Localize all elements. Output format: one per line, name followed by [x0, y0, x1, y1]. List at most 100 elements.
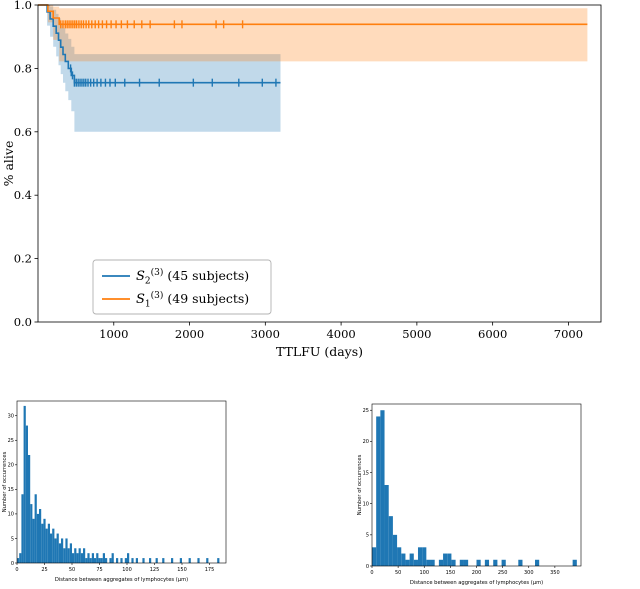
histogram-bar	[401, 553, 406, 566]
histogram-bar	[21, 494, 24, 563]
histogram-bar	[25, 425, 28, 563]
histogram-bar	[19, 553, 22, 563]
histogram-bar	[87, 553, 90, 563]
y-tick-label: 0.6	[14, 125, 32, 139]
y-tick-label: 15	[363, 470, 369, 476]
histogram-bar	[417, 547, 423, 566]
histogram-right: 0 50 100 150 200 250 300 350 0 5 10 15 20 25 Distance …	[355, 398, 587, 589]
histogram-bar	[120, 558, 123, 563]
histogram-bar	[380, 410, 385, 566]
histogram-bar	[30, 504, 33, 563]
histogram-bar	[484, 559, 490, 566]
x-axis-label: Distance between aggregates of lymphocyt…	[410, 580, 543, 586]
histogram-bar	[142, 558, 145, 563]
histogram-bar	[392, 534, 398, 566]
histogram-bar	[94, 558, 97, 563]
x-tick-label: 200	[472, 570, 482, 576]
histogram-bar	[78, 548, 81, 563]
y-tick-label: 0.4	[14, 188, 32, 202]
histogram-bar	[74, 548, 77, 563]
histogram-bar	[61, 538, 64, 563]
x-tick-label: 250	[498, 570, 508, 576]
histogram-bar	[52, 528, 55, 563]
histogram-bar	[131, 558, 134, 563]
hist-svg: 0 50 100 150 200 250 300 350 0 5 10 15 20 25 Distance …	[357, 403, 582, 586]
histogram-bar	[124, 558, 127, 563]
x-tick-label: 6000	[478, 327, 507, 341]
histogram-bar	[34, 494, 37, 563]
x-axis-label: Distance between aggregates of lymphocyt…	[55, 577, 188, 583]
y-tick-label: 1.0	[14, 0, 32, 12]
y-tick-label: 0	[11, 561, 14, 567]
y-tick-label: 5	[366, 533, 369, 539]
histogram-bar	[47, 523, 50, 563]
histogram-bar	[372, 547, 377, 566]
histogram-bar	[443, 553, 448, 566]
histogram-left: 0 25 50 75 100 125 150 175 0 5 10 15 20 25 30 Distance …	[0, 395, 232, 589]
histogram-bar	[50, 533, 53, 563]
histogram-bar	[430, 559, 435, 566]
histogram-bar	[32, 518, 35, 563]
survival-curve-chart: 1000 2000 3000 4000 5000 6000 7000 0.0 0.2 0.4 0.6…	[1, 0, 602, 359]
histogram-bar	[501, 559, 506, 566]
confidence-band	[38, 5, 588, 62]
y-tick-label: 10	[8, 512, 14, 518]
histogram-bar	[388, 516, 393, 566]
y-tick-label: 20	[8, 463, 14, 469]
histogram-bar	[149, 558, 152, 563]
histogram-bar	[65, 538, 68, 563]
x-axis-label: TTLFU (days)	[276, 344, 363, 359]
x-tick-label: 0	[15, 567, 18, 573]
y-tick-label: 15	[8, 487, 14, 493]
x-tick-label: 175	[205, 567, 215, 573]
x-tick-label: 5000	[402, 327, 431, 341]
y-tick-label: 5	[11, 536, 14, 542]
histogram-bar	[58, 543, 61, 563]
histogram-bar	[217, 558, 220, 563]
histogram-bar	[413, 559, 418, 566]
x-tick-label: 350	[550, 570, 560, 576]
legend-label: S2(3) (45 subjects)	[136, 267, 249, 287]
x-tick-label: 75	[96, 567, 102, 573]
x-tick-label: 25	[41, 567, 47, 573]
km-svg: 1000 2000 3000 4000 5000 6000 7000 0.0 0.2 0.4 0.6…	[1, 0, 602, 359]
histogram-bar	[135, 558, 138, 563]
confidence-band	[38, 5, 281, 132]
histogram-bar	[438, 559, 444, 566]
histogram-bar	[67, 548, 70, 563]
histogram-bar	[72, 553, 75, 563]
histogram-bar	[39, 509, 42, 563]
histogram-bar	[397, 547, 402, 566]
histogram-bar	[102, 553, 105, 563]
y-tick-label: 25	[8, 438, 14, 444]
histogram-bar	[384, 485, 389, 566]
histogram-bar	[28, 455, 31, 563]
histogram-bar	[76, 553, 79, 563]
histogram-bar	[535, 559, 540, 566]
histogram-bar	[111, 553, 114, 563]
histogram-bar	[63, 548, 66, 563]
histogram-bar	[69, 543, 72, 563]
histogram-bar	[197, 558, 200, 563]
y-tick-label: 20	[363, 439, 369, 445]
x-tick-label: 50	[395, 570, 401, 576]
histogram-bar	[83, 548, 86, 563]
histogram-bar	[572, 559, 577, 566]
x-tick-label: 2000	[175, 327, 204, 341]
histogram-bar	[56, 533, 59, 563]
histogram-bar	[376, 416, 381, 566]
histogram-bar	[54, 538, 57, 563]
histogram-bar	[155, 558, 158, 563]
histogram-bar	[476, 559, 481, 566]
histogram-bar	[127, 553, 130, 563]
plot-spines	[16, 400, 227, 564]
histogram-bar	[171, 558, 174, 563]
histogram-bar	[43, 518, 46, 563]
x-tick-label: 50	[69, 567, 75, 573]
y-tick-label: 25	[363, 408, 369, 414]
histogram-bar	[36, 513, 39, 563]
x-tick-label: 125	[150, 567, 160, 573]
histogram-bar	[179, 558, 182, 563]
y-tick-label: 10	[363, 501, 369, 507]
